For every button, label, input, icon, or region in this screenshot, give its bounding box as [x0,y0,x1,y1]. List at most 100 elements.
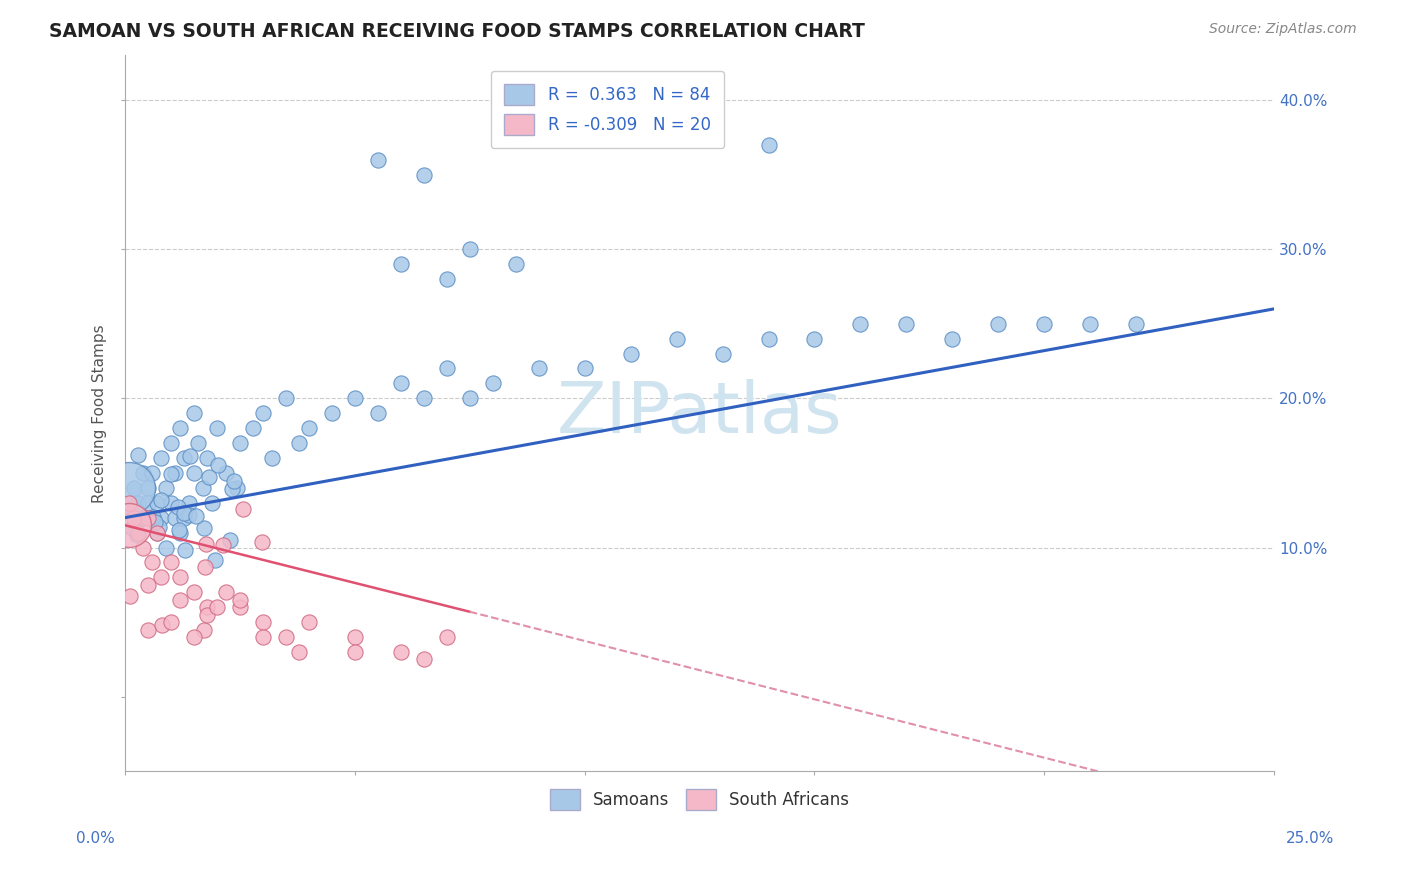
Point [173,510,195,524]
Point [619,346,641,360]
Point [167,523,190,537]
Point [160,467,183,482]
Point [132,466,155,480]
Point [127,525,149,540]
Point [367,406,389,420]
Point [204,552,226,566]
Point [298,421,321,435]
Point [127,496,149,510]
Point [150,617,173,632]
Point [136,578,159,592]
Point [215,585,238,599]
Point [141,510,163,524]
Point [150,570,173,584]
Text: 25.0%: 25.0% [1286,831,1334,846]
Point [226,481,249,495]
Point [242,421,264,435]
Point [118,518,141,533]
Point [118,589,141,603]
Point [194,536,217,550]
Point [527,361,550,376]
Point [1125,317,1147,331]
Point [169,421,191,435]
Point [122,510,145,524]
Point [169,525,191,540]
Point [166,500,188,515]
Point [1033,317,1056,331]
Point [481,376,503,391]
Point [183,630,205,644]
Point [212,538,235,552]
Point [121,521,143,535]
Point [987,317,1010,331]
Point [250,534,273,549]
Point [215,466,238,480]
Point [412,652,434,666]
Point [574,361,596,376]
Point [228,600,250,615]
Point [298,615,321,629]
Point [197,600,219,615]
Text: SAMOAN VS SOUTH AFRICAN RECEIVING FOOD STAMPS CORRELATION CHART: SAMOAN VS SOUTH AFRICAN RECEIVING FOOD S… [49,22,865,41]
Point [141,466,163,480]
Point [136,496,159,510]
Point [132,510,155,524]
Point [146,525,169,540]
Point [849,317,872,331]
Point [228,436,250,450]
Point [127,448,149,462]
Point [187,436,209,450]
Point [803,332,825,346]
Point [141,556,163,570]
Point [169,570,191,584]
Point [159,556,181,570]
Point [198,469,221,483]
Point [150,510,173,524]
Point [146,525,169,540]
Point [136,623,159,637]
Text: Source: ZipAtlas.com: Source: ZipAtlas.com [1209,22,1357,37]
Point [252,630,274,644]
Point [179,449,201,463]
Point [224,474,246,488]
Point [321,406,343,420]
Point [288,436,311,450]
Point [122,481,145,495]
Point [155,481,177,495]
Point [941,332,963,346]
Point [148,520,170,534]
Point [412,392,434,406]
Point [665,332,688,346]
Point [183,466,205,480]
Text: ZIPatlas: ZIPatlas [557,379,842,448]
Point [118,481,141,495]
Point [159,615,181,629]
Point [288,645,311,659]
Point [436,630,458,644]
Point [436,361,458,376]
Point [132,541,155,555]
Point [458,392,481,406]
Point [159,496,181,510]
Point [155,541,177,555]
Point [125,528,148,542]
Point [197,607,219,622]
Point [221,482,243,496]
Point [758,137,780,152]
Y-axis label: Receiving Food Stamps: Receiving Food Stamps [93,324,107,502]
Point [343,392,366,406]
Point [150,493,173,508]
Legend: Samoans, South Africans: Samoans, South Africans [543,782,856,817]
Point [205,421,228,435]
Point [183,406,205,420]
Point [165,510,187,524]
Point [193,521,215,535]
Point [232,501,254,516]
Point [207,458,229,472]
Point [343,630,366,644]
Point [159,436,181,450]
Point [389,376,412,391]
Point [194,559,217,574]
Point [458,242,481,256]
Point [205,600,228,615]
